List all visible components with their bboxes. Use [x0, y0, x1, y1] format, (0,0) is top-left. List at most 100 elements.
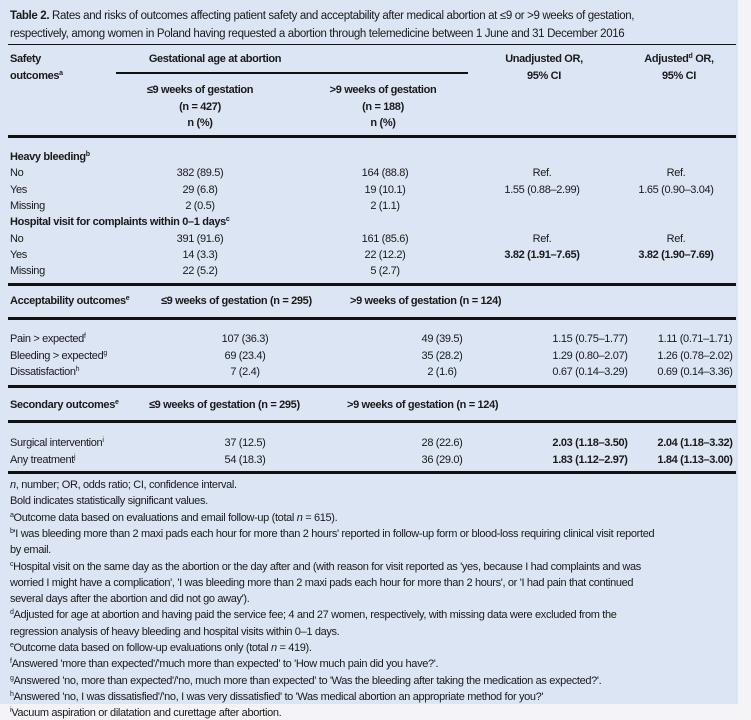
footnote: several days after the abortion and did …	[10, 593, 250, 606]
cell-adjusted-or: 1.84 (1.13–3.00)	[657, 453, 733, 466]
footnote: n, number; OR, odds ratio; CI, confidenc…	[10, 479, 237, 491]
footnote-ref: b	[85, 151, 90, 158]
group-heading: Heavy bleedingb	[10, 151, 90, 163]
unadjusted-header-2: 95% CI	[527, 70, 561, 82]
footnote: eOutcome data based on follow-up evaluat…	[10, 642, 312, 654]
gestational-underline	[116, 72, 468, 74]
footnote: hAnswered 'no, I was dissatisfied'/'no, …	[10, 690, 544, 703]
cell-col2: 19 (10.1)	[364, 183, 406, 196]
row-label: Pain > expectedf	[10, 333, 86, 345]
acceptability-col2-header: >9 weeks of gestation (n = 124)	[350, 295, 502, 307]
cell-col1: 37 (12.5)	[224, 437, 266, 449]
footnote-ref: j	[73, 453, 76, 461]
row-label: Any treatmentj	[10, 453, 76, 466]
col1-unit: n (%)	[187, 117, 213, 129]
cell-unadjusted-or: 1.15 (0.75–1.77)	[552, 333, 628, 345]
cell-col2: 161 (85.6)	[361, 232, 409, 245]
footnote-ref: c	[225, 216, 230, 224]
section-rule	[8, 420, 736, 423]
col2-n: (n = 188)	[362, 101, 404, 113]
footnote: Bold indicates statistically significant…	[10, 495, 208, 508]
safety-header-2: outcomesa	[10, 69, 63, 83]
footnote: gAnswered 'no, more than expected'/'no, …	[10, 674, 602, 687]
cell-unadjusted-or: 1.29 (0.80–2.07)	[552, 349, 628, 362]
footnote: cHospital visit on the same day as the a…	[10, 560, 641, 573]
gestational-age-header: Gestational age at abortion	[148, 53, 282, 65]
footnote-ref: a	[59, 70, 63, 77]
footnote-ref: d	[688, 53, 693, 60]
cell-col2: 35 (28.2)	[421, 349, 463, 362]
footnote-ref: e	[114, 399, 119, 406]
cell-adjusted-or: 1.11 (0.71–1.71)	[657, 333, 733, 345]
cell-col2: 5 (2.7)	[370, 265, 400, 278]
adjusted-text-2: OR,	[692, 53, 714, 65]
row-label: Bleeding > expectedg	[10, 349, 107, 362]
row-label: No	[10, 167, 24, 180]
footnote-ref: f	[83, 333, 86, 340]
acceptability-heading: Acceptability outcomese	[10, 295, 130, 307]
col2-unit: n (%)	[370, 117, 396, 129]
acceptability-col1-header: ≤9 weeks of gestation (n = 295)	[161, 295, 312, 307]
col2-header: >9 weeks of gestation	[329, 84, 437, 96]
secondary-col1-header: ≤9 weeks of gestation (n = 295)	[149, 399, 300, 411]
cell-adjusted-or: Ref.	[666, 167, 686, 180]
cell-adjusted-or: 0.69 (0.14–3.36)	[657, 366, 733, 378]
secondary-heading: Secondary outcomese	[10, 399, 119, 411]
section-rule	[8, 317, 736, 320]
cell-col2: 49 (39.5)	[421, 333, 463, 345]
cell-unadjusted-or: Ref.	[532, 232, 552, 245]
cell-col2: 2 (1.1)	[370, 199, 400, 212]
footnote: regression analysis of heavy bleeding an…	[10, 625, 340, 638]
cell-adjusted-or: 2.04 (1.18–3.32)	[657, 437, 733, 449]
adjusted-text: Adjusted	[644, 53, 689, 65]
cell-col1: 69 (23.4)	[224, 349, 266, 362]
cell-col1: 382 (89.5)	[176, 167, 224, 180]
cell-col1: 2 (0.5)	[185, 199, 215, 212]
footnote: by email.	[10, 544, 51, 557]
footnote: aOutcome data based on evaluations and e…	[10, 511, 338, 524]
caption-line-2: respectively, among women in Poland havi…	[10, 28, 625, 40]
cell-adjusted-or: 1.65 (0.90–3.04)	[638, 183, 714, 196]
cell-col2: 36 (29.0)	[421, 453, 463, 466]
row-label: Yes	[10, 248, 27, 261]
row-label: Missing	[10, 265, 45, 278]
footnote-ref: e	[125, 295, 130, 302]
footnote-ref: g	[103, 349, 107, 357]
cell-col1: 54 (18.3)	[224, 453, 266, 466]
footnote: fAnswered 'more than expected'/'much mor…	[10, 658, 439, 671]
row-label: No	[10, 232, 24, 245]
cell-adjusted-or: 3.82 (1.90–7.69)	[638, 248, 714, 261]
bottom-rule	[8, 471, 736, 474]
top-rule	[8, 44, 736, 45]
row-label: Yes	[10, 183, 27, 196]
footnote-ref: h	[75, 366, 80, 373]
adjusted-header: Adjustedd OR,	[644, 52, 714, 66]
col1-header: ≤9 weeks of gestation	[146, 84, 254, 96]
section-rule	[8, 385, 736, 388]
cell-unadjusted-or: 3.82 (1.91–7.65)	[504, 248, 580, 261]
cell-col2: 28 (22.6)	[421, 437, 463, 449]
footnote: iVacuum aspiration or dilatation and cur…	[10, 707, 282, 720]
cell-col1: 7 (2.4)	[230, 366, 260, 378]
cell-unadjusted-or: 2.03 (1.18–3.50)	[552, 437, 628, 449]
cell-col2: 2 (1.6)	[427, 366, 457, 378]
cell-adjusted-or: Ref.	[666, 232, 686, 245]
row-label: Missing	[10, 199, 45, 212]
footnote: b'I was bleeding more than 2 maxi pads e…	[10, 527, 655, 540]
safety-header: Safety	[10, 53, 41, 65]
cell-adjusted-or: 1.26 (0.78–2.02)	[657, 349, 733, 362]
section-rule	[8, 283, 736, 286]
col1-n: (n = 427)	[179, 101, 221, 113]
cell-col2: 164 (88.8)	[361, 167, 409, 180]
cell-unadjusted-or: 0.67 (0.14–3.29)	[552, 366, 628, 378]
cell-col1: 29 (6.8)	[182, 183, 218, 196]
table-label: Table 2.	[10, 10, 50, 22]
cell-unadjusted-or: Ref.	[532, 167, 552, 180]
secondary-col2-header: >9 weeks of gestation (n = 124)	[347, 399, 499, 411]
cell-col1: 391 (91.6)	[176, 232, 224, 245]
footnote: dAdjusted for age at abortion and having…	[10, 609, 617, 622]
footnote: worried I might have a complication', 'I…	[10, 576, 634, 589]
row-label: Surgical interventioni	[10, 437, 104, 449]
table-caption: Table 2. Rates and risks of outcomes aff…	[10, 9, 634, 23]
adjusted-header-2: 95% CI	[662, 70, 696, 82]
